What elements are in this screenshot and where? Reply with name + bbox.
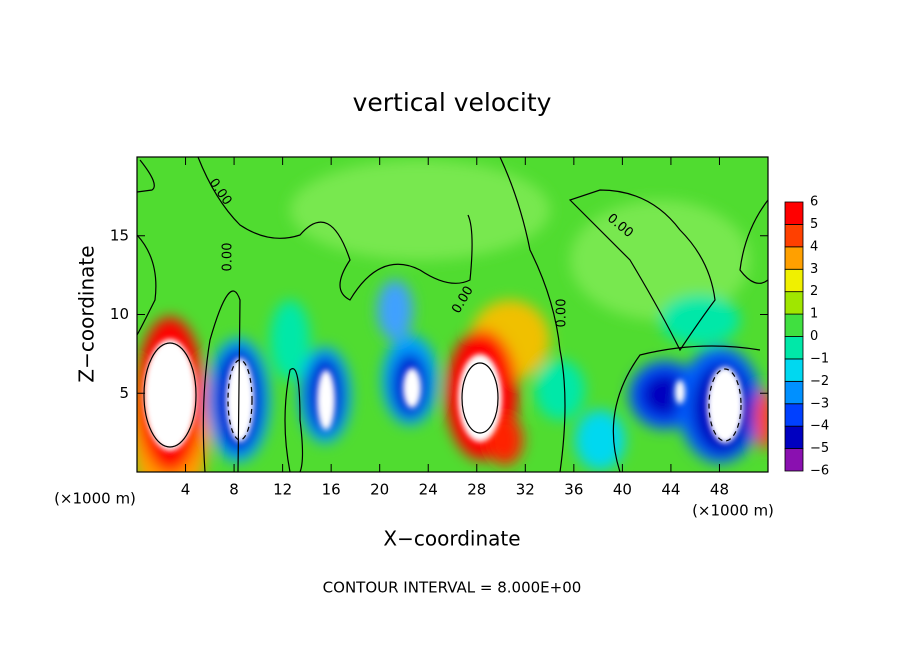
- y-unit-label: (×1000 m): [54, 490, 136, 508]
- x-tick-label: 16: [322, 481, 341, 499]
- colorbar-label: −4: [810, 419, 829, 434]
- colorbar-label: 4: [810, 239, 818, 254]
- x-tick-label: 40: [613, 481, 632, 499]
- x-tick-label: 36: [564, 481, 583, 499]
- colorbar-cell: [784, 201, 804, 225]
- colorbar-cell: [784, 336, 804, 360]
- colorbar-label: −2: [810, 374, 829, 389]
- contour-label: 0.00: [221, 243, 236, 272]
- colorbar-label: −6: [810, 464, 829, 479]
- colorbar-cell: [784, 425, 804, 449]
- x-tick-label: 4: [181, 481, 191, 499]
- chart-title: vertical velocity: [353, 88, 552, 117]
- x-tick-label: 48: [710, 481, 729, 499]
- colorbar-label: 3: [810, 262, 818, 277]
- colorbar-label: 2: [810, 284, 818, 299]
- x-tick-label: 44: [661, 481, 680, 499]
- colorbar-cell: [784, 246, 804, 270]
- colorbar-cell: [784, 291, 804, 315]
- colorbar-label: 1: [810, 307, 818, 322]
- contour-label: 0.00: [555, 299, 570, 328]
- colorbar-cell: [784, 358, 804, 382]
- colorbar-label: 5: [810, 217, 818, 232]
- colorbar-label: −5: [810, 441, 829, 456]
- colorbar-label: 0: [810, 329, 818, 344]
- x-tick-label: 28: [467, 481, 486, 499]
- y-axis-label: Z−coordinate: [75, 245, 99, 382]
- colorbar-label: −1: [810, 351, 829, 366]
- y-tick-label: 10: [110, 305, 129, 323]
- y-tick-label: 5: [119, 384, 129, 402]
- field: [137, 157, 768, 472]
- x-tick-label: 32: [516, 481, 535, 499]
- colorbar-label: −3: [810, 396, 829, 411]
- footer: CONTOUR INTERVAL = 8.000E+00: [323, 579, 582, 597]
- x-tick-label: 8: [229, 481, 239, 499]
- x-tick-label: 24: [419, 481, 438, 499]
- y-tick-label: 15: [110, 226, 129, 244]
- colorbar-cell: [784, 448, 804, 472]
- x-tick-label: 20: [370, 481, 389, 499]
- colorbar-label: 6: [810, 195, 818, 210]
- colorbar-cell: [784, 268, 804, 293]
- colorbar-cell: [784, 224, 804, 248]
- x-axis-label: X−coordinate: [383, 527, 520, 551]
- x-tick-label: 12: [273, 481, 292, 499]
- x-unit-label: (×1000 m): [692, 502, 774, 520]
- colorbar-cell: [784, 403, 804, 427]
- colorbar-cell: [784, 313, 804, 337]
- colorbar-cell: [784, 380, 804, 405]
